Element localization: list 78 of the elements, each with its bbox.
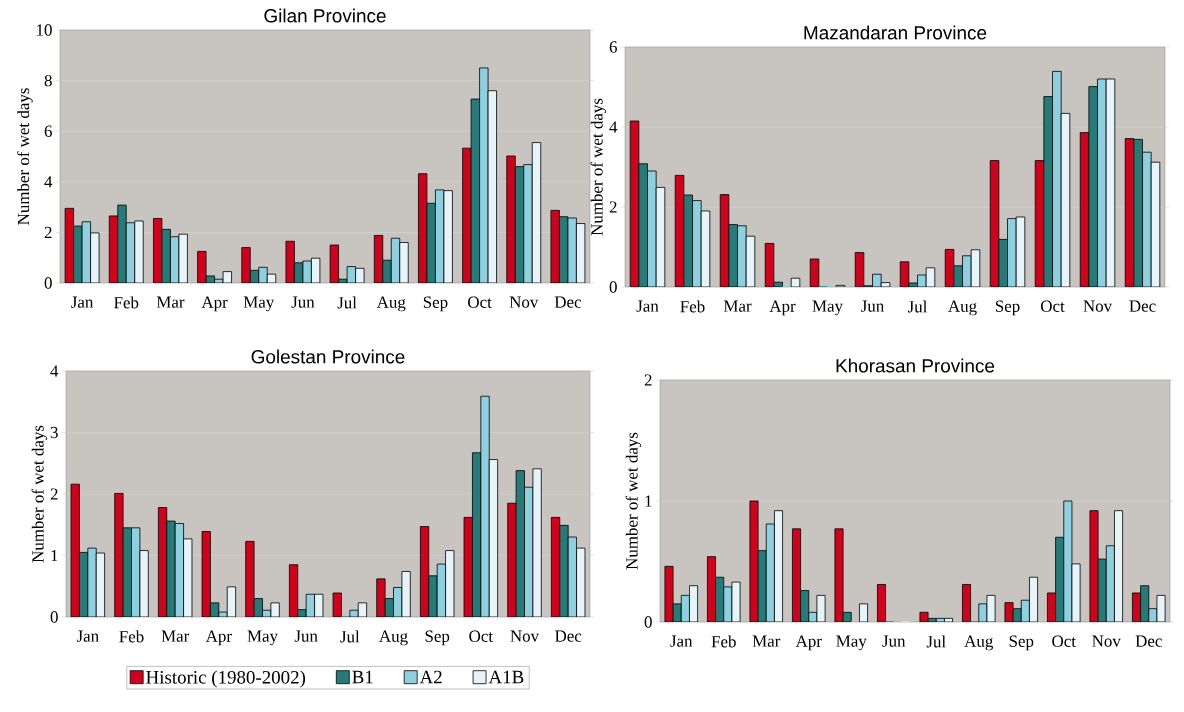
legend-label: B1 (352, 670, 373, 684)
y-axis-title: Number of wet days (625, 432, 642, 570)
x-tick-label: May (812, 300, 843, 316)
x-tick-label: Mar (752, 635, 781, 647)
x-tick-label: Sep (1009, 635, 1034, 651)
y-tick-label: 1 (51, 549, 58, 562)
x-tick-label: Jun (861, 300, 885, 312)
y-tick-label: 6 (44, 125, 52, 137)
y-tick-label: 2 (50, 488, 58, 500)
x-tick-label: Nov (1083, 300, 1113, 312)
x-tick-label: Feb (119, 630, 144, 643)
legend-label: Historic (1980-2002) (146, 670, 306, 688)
y-axis-title: Number of wet days (17, 88, 33, 225)
x-tick-label: Apr (795, 635, 822, 651)
x-tick-label: Oct (469, 630, 493, 642)
x-tick-label: Dec (555, 630, 582, 642)
x-tick-label: Sep (423, 296, 448, 312)
x-tick-label: Jan (636, 300, 659, 312)
x-tick-label: Jan (71, 296, 94, 308)
y-tick-label: 0 (644, 616, 652, 628)
legend-label: A1B (488, 670, 524, 684)
x-tick-label: Jul (907, 300, 928, 313)
x-tick-label: Jun (291, 296, 315, 308)
y-tick-label: 3 (50, 426, 58, 439)
y-tick-label: 10 (37, 24, 52, 36)
x-tick-label: Jan (670, 635, 693, 647)
x-tick-label: May (836, 635, 867, 651)
y-tick-label: 6 (609, 41, 617, 53)
x-tick-label: Feb (680, 300, 705, 313)
x-tick-label: Nov (510, 630, 540, 642)
x-tick-label: Feb (711, 635, 736, 648)
x-tick-label: Apr (205, 630, 232, 646)
x-tick-label: Nov (509, 296, 539, 308)
y-tick-label: 0 (50, 611, 58, 623)
x-tick-label: Jul (926, 635, 946, 648)
x-tick-label: Dec (554, 296, 582, 308)
y-tick-label: 0 (44, 277, 52, 289)
y-tick-label: 1 (645, 495, 652, 507)
x-tick-label: Dec (1135, 635, 1162, 647)
x-tick-label: Apr (769, 300, 796, 316)
x-tick-label: Aug (964, 635, 994, 651)
x-tick-label: Sep (995, 300, 1020, 316)
x-tick-label: Oct (468, 296, 492, 308)
x-tick-label: May (247, 630, 278, 646)
x-tick-label: Mar (161, 630, 190, 642)
y-tick-label: 4 (609, 121, 618, 133)
y-tick-label: 0 (609, 281, 617, 293)
chart-title: Golestan Province (251, 349, 405, 364)
x-tick-label: May (243, 296, 275, 312)
x-tick-label: Aug (379, 630, 408, 646)
x-tick-label: Mar (723, 300, 752, 312)
x-tick-label: Jun (294, 630, 318, 642)
x-tick-label: Feb (114, 296, 139, 309)
x-tick-label: Sep (425, 630, 450, 646)
x-tick-label: Jan (76, 630, 99, 642)
chart-title: Gilan Province (264, 8, 386, 23)
y-tick-label: 4 (50, 365, 59, 377)
x-tick-label: Nov (1092, 635, 1121, 647)
y-tick-label: 8 (44, 74, 52, 87)
x-tick-label: Jul (337, 296, 357, 309)
y-axis-title: Number of wet days (31, 425, 48, 563)
y-tick-label: 2 (609, 201, 617, 213)
x-tick-label: Oct (1052, 635, 1076, 647)
chart-title: Mazandaran Province (804, 25, 987, 40)
x-tick-label: Apr (201, 296, 228, 312)
y-tick-label: 2 (644, 374, 652, 386)
x-tick-label: Jul (340, 630, 360, 643)
x-tick-label: Mar (156, 296, 185, 308)
y-axis-title: Number of wet days (590, 98, 607, 236)
x-tick-label: Aug (376, 296, 406, 312)
y-tick-label: 2 (44, 226, 52, 238)
x-tick-label: Aug (948, 300, 977, 316)
y-tick-label: 4 (44, 176, 53, 188)
x-tick-label: Dec (1129, 300, 1156, 312)
chart-title: Khorasan Province (836, 358, 995, 373)
x-tick-label: Oct (1040, 300, 1065, 312)
x-tick-label: Jun (882, 635, 906, 647)
legend-label: A2 (419, 670, 442, 684)
